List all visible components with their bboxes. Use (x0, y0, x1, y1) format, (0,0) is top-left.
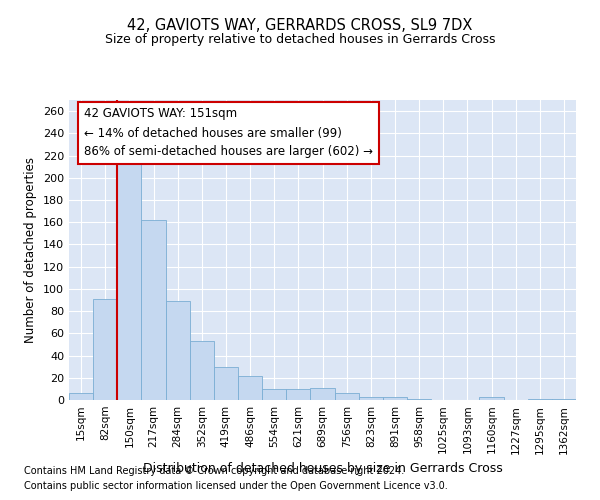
Bar (262, 389, 286, 400)
Y-axis label: Number of detached properties: Number of detached properties (25, 157, 37, 343)
Bar (117, 162, 142, 400)
Bar (190, 341, 214, 400)
Bar (214, 366, 238, 400)
Text: Contains public sector information licensed under the Open Government Licence v3: Contains public sector information licen… (24, 481, 448, 491)
Bar (310, 388, 335, 400)
Bar (93, 299, 117, 400)
Bar (359, 396, 383, 400)
Text: Size of property relative to detached houses in Gerrards Cross: Size of property relative to detached ho… (105, 32, 495, 46)
Bar (383, 396, 407, 400)
Bar (528, 399, 552, 400)
Text: Contains HM Land Registry data © Crown copyright and database right 2024.: Contains HM Land Registry data © Crown c… (24, 466, 404, 476)
Bar (286, 389, 310, 400)
Bar (407, 399, 431, 400)
X-axis label: Distribution of detached houses by size in Gerrards Cross: Distribution of detached houses by size … (143, 462, 502, 475)
Text: 42 GAVIOTS WAY: 151sqm
← 14% of detached houses are smaller (99)
86% of semi-det: 42 GAVIOTS WAY: 151sqm ← 14% of detached… (84, 108, 373, 158)
Bar (238, 376, 262, 400)
Bar (335, 394, 359, 400)
Bar (69, 394, 93, 400)
Bar (552, 399, 576, 400)
Bar (166, 301, 190, 400)
Bar (479, 396, 503, 400)
Bar (142, 220, 166, 400)
Text: 42, GAVIOTS WAY, GERRARDS CROSS, SL9 7DX: 42, GAVIOTS WAY, GERRARDS CROSS, SL9 7DX (127, 18, 473, 32)
